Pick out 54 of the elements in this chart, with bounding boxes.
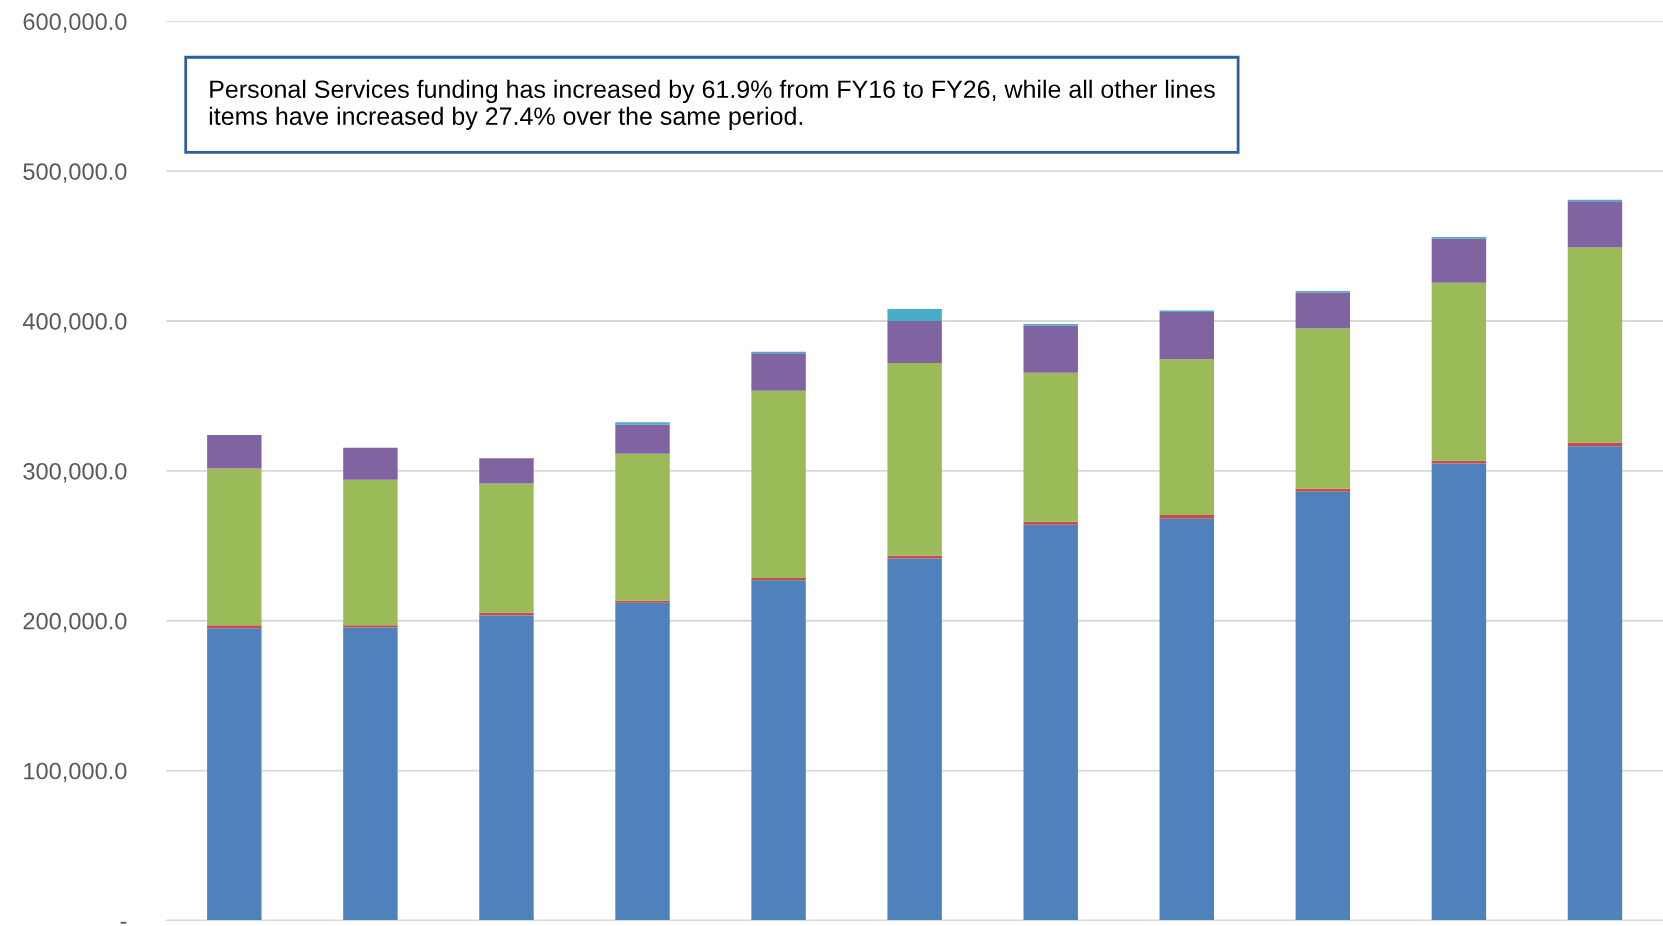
y-tick-label: 300,000.0 [23,462,127,483]
bar [343,625,398,628]
y-tick-label: 500,000.0 [23,163,127,183]
bar [1023,521,1078,525]
bar [343,447,398,480]
y-tick-label: 100,000.0 [24,762,127,783]
bar [615,422,670,425]
bar [751,353,806,391]
bar [751,390,806,579]
bar [1567,201,1623,248]
y-tick-label: 400,000.0 [22,313,127,333]
bar [1159,518,1214,921]
bar [1567,446,1623,921]
bar [343,479,398,626]
bar [1567,247,1623,443]
bar [1431,238,1487,283]
bar [207,625,262,629]
bar [887,321,942,363]
bar [1295,491,1351,921]
bar [207,468,262,626]
bar [1431,282,1487,461]
bar [1159,312,1214,360]
y-tick-label: - [120,921,127,924]
bar [751,580,806,921]
bar [1159,359,1214,516]
bar [1431,460,1487,464]
bar [615,602,670,921]
bar [479,458,534,484]
bar [1295,488,1351,492]
bar [479,615,534,921]
bar [887,362,942,556]
bar [1023,372,1078,522]
bar [343,627,398,921]
bar [479,483,534,613]
bar [1159,515,1214,519]
bar [1023,524,1078,921]
y-tick-label: 200,000.0 [23,612,127,633]
bar [751,578,806,581]
bar [615,453,670,601]
bar [207,628,262,921]
bar [887,555,942,559]
bar [479,612,534,616]
annotation: Personal Services funding has increased by 61.9% from FY16 to FY26, while all other lines items have increased by 27.4% over the same period. [209,79,1215,130]
bar [1567,442,1623,447]
bar [1431,463,1487,921]
bar [887,558,942,921]
y-tick-label: 600,000.0 [23,13,127,33]
bar [615,600,670,603]
bar [887,309,942,322]
bar [207,434,262,469]
bar [1295,328,1351,489]
bar [1295,292,1351,329]
bar [615,424,670,454]
bar [1023,325,1078,373]
